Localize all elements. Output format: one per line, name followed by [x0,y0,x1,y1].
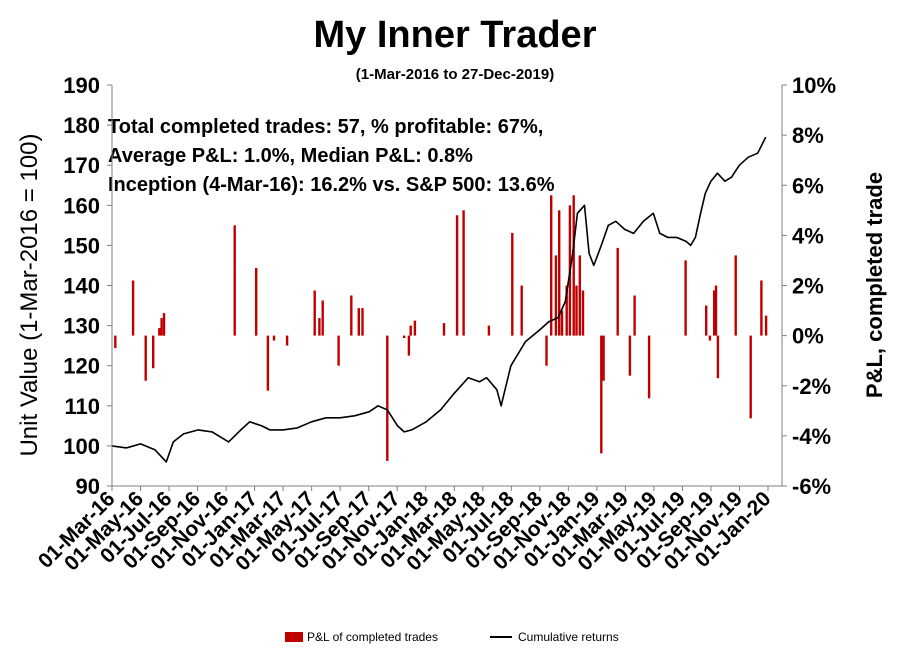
y-tick-label-right: 4% [792,223,824,248]
pnl-bar [560,310,564,336]
y-tick-label-left: 140 [63,274,100,299]
pnl-bar [545,335,548,366]
pnl-bar [575,285,578,336]
pnl-bar [409,325,412,336]
pnl-bar [131,280,135,336]
annotation-pnl: Average P&L: 1.0%, Median P&L: 0.8% [108,145,473,167]
legend-label-line: Cumulative returns [518,630,619,644]
pnl-bar [716,335,720,379]
y-tick-label-right: 10% [792,73,836,98]
pnl-bar [708,335,712,341]
pnl-bar [558,210,561,336]
cumulative-returns-line [111,136,767,463]
pnl-bar [313,290,316,336]
y-tick-label-left: 150 [63,233,100,258]
pnl-bar [462,210,465,336]
pnl-bar [487,325,491,336]
y-tick-label-left: 120 [63,354,100,379]
y-tick-label-left: 190 [63,73,100,98]
pnl-bar [705,305,708,336]
pnl-bar [407,335,411,356]
pnl-bar [350,295,353,336]
pnl-bar [734,255,737,336]
pnl-bar [511,232,514,336]
pnl-bar [144,335,147,381]
pnl-bar [162,313,166,336]
pnl-bar [455,215,459,336]
y-tick-label-right: 8% [792,123,824,148]
legend-swatch-line [490,636,512,638]
pnl-bar [764,315,768,336]
pnl-bar [255,268,258,336]
pnl-bar [413,320,417,336]
pnl-bar [714,285,718,336]
axes-layer: 90 100 110 120 130 140 150 160 170 180 190 -6% -4% -2… [34,73,836,575]
pnl-bar [337,335,340,366]
pnl-bar [581,290,585,336]
pnl-bar [684,260,687,336]
pnl-bar [616,247,619,336]
pnl-bar [442,323,446,336]
pnl-bar [554,255,558,336]
legend-item-bars: P&L of completed trades [285,630,438,644]
y-tick-label-right: -2% [792,374,831,399]
y-tick-label-left: 180 [63,113,100,138]
pnl-bar [114,335,117,349]
pnl-bar [266,335,270,391]
pnl-bar [749,335,752,419]
pnl-bar [628,335,632,376]
annotation-inception: Inception (4-Mar-16): 16.2% vs. S&P 500:… [108,174,555,196]
bars-layer [114,195,768,461]
pnl-bar [272,335,276,341]
pnl-bar [565,285,568,336]
pnl-bar [760,280,763,336]
y-tick-label-right: 6% [792,173,824,198]
pnl-bar [550,195,553,336]
y-tick-label-right: -6% [792,474,831,499]
y-tick-label-right: 2% [792,274,824,299]
legend: P&L of completed trades Cumulative retur… [0,630,910,650]
y-tick-label-left: 100 [63,434,100,459]
pnl-bar [520,285,523,336]
pnl-bar [633,295,636,336]
pnl-bar [321,300,324,336]
pnl-bar [386,335,389,461]
pnl-bar [600,335,603,454]
pnl-bar [318,318,321,336]
pnl-bar [285,335,289,346]
y-tick-label-left: 130 [63,314,100,339]
chart-subtitle: (1-Mar-2016 to 27-Dec-2019) [355,66,555,83]
y-tick-label-left: 160 [63,193,100,218]
legend-swatch-bars [285,632,303,642]
pnl-bar [578,255,581,336]
pnl-bar [357,308,360,336]
legend-item-line: Cumulative returns [490,630,619,644]
pnl-bar [647,335,651,399]
y-tick-label-right: -4% [792,424,831,449]
pnl-bar [233,225,236,336]
legend-label-bars: P&L of completed trades [307,630,438,644]
pnl-bar [403,335,406,339]
line-layer [111,136,767,463]
pnl-bar [572,195,575,336]
y-tick-label-left: 170 [63,153,100,178]
pnl-bar [152,335,155,369]
y-tick-label-left: 110 [65,394,101,419]
pnl-bar [158,328,161,336]
pnl-bar [160,318,163,336]
annotation-trades: Total completed trades: 57, % profitable… [108,116,544,138]
pnl-bar [602,335,605,381]
pnl-bar [361,308,364,336]
page-title: My Inner Trader [313,14,597,56]
y-tick-label-right: 0% [792,324,824,349]
y-tick-label-left: 90 [76,474,100,499]
pnl-bar [713,290,716,336]
